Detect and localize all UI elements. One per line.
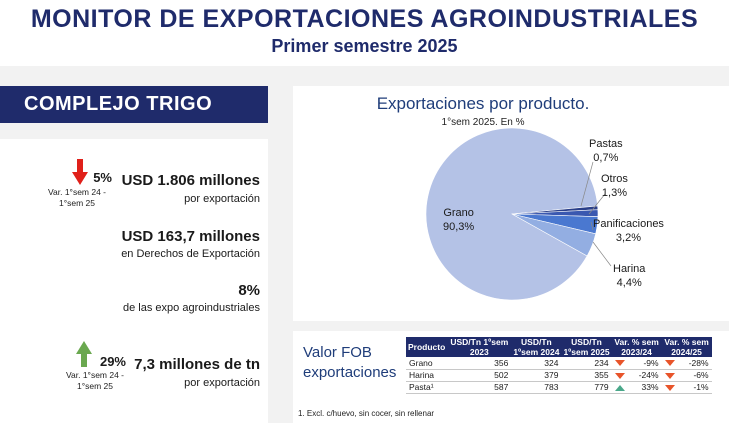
volume-change-label: Var. 1°sem 24 - 1°sem 25 — [65, 370, 125, 391]
header: MONITOR DE EXPORTACIONES AGROINDUSTRIALE… — [0, 0, 729, 66]
slice-label-pastas: Pastas 0,7% — [589, 138, 623, 164]
var-2425-cell: -28% — [661, 357, 712, 370]
triangle-down-icon — [664, 384, 675, 391]
export-value-change-label: Var. 1°sem 24 - 1°sem 25 — [47, 187, 107, 208]
fob-table: Producto USD/Tn 1ºsem 2023 USD/Tn 1ºsem 20… — [406, 337, 712, 394]
var-2425-cell: -6% — [661, 369, 712, 382]
col-header-var-2425: Var. % sem 2024/25 — [661, 337, 712, 357]
value-2024-cell: 324 — [511, 357, 562, 370]
triangle-down-icon — [614, 360, 625, 366]
var-value: -28% — [688, 357, 709, 368]
chart-title: Exportaciones por producto. — [376, 94, 590, 113]
slice-label-panificaciones: Panificaciones 3,2% — [593, 218, 664, 244]
value-2025-cell: 355 — [561, 369, 612, 382]
var-value: 33% — [641, 382, 659, 392]
volume-change: 29% — [99, 354, 126, 369]
table-header-row: Producto USD/Tn 1ºsem 2023 USD/Tn 1ºsem 20… — [406, 337, 712, 357]
share-value: 8% — [238, 282, 260, 299]
leader-line — [592, 241, 612, 267]
table-row: Grano 356 324 234 -9% -28% — [406, 357, 712, 370]
value-2023-cell: 356 — [447, 357, 512, 370]
value-2025-cell: 234 — [561, 357, 612, 370]
volume-caption: por exportación — [184, 377, 260, 389]
var-2324-cell: -24% — [611, 369, 662, 382]
var-value: -6% — [693, 370, 709, 380]
export-value-change: 5% — [93, 170, 112, 185]
duties-caption: en Derechos de Exportación — [121, 248, 260, 260]
arrow-down-icon — [72, 159, 88, 185]
chart-subtitle: 1°sem 2025. En % — [441, 117, 525, 128]
var-2324-cell: -9% — [611, 357, 662, 370]
slice-label-otros: Otros 1,3% — [601, 173, 628, 199]
pie-chart — [425, 127, 612, 301]
leader-line — [588, 193, 606, 215]
product-cell: Grano — [406, 357, 448, 370]
col-header-2023: USD/Tn 1ºsem 2023 — [447, 337, 512, 357]
page-title: MONITOR DE EXPORTACIONES AGROINDUSTRIALE… — [30, 5, 699, 33]
volume-value: 7,3 millones de tn — [134, 356, 260, 373]
table-row: Pasta¹ 587 783 779 33% -1% — [406, 381, 712, 394]
table-title: Valor FOB exportaciones — [303, 344, 397, 381]
col-header-var-2324: Var. % sem 2023/24 — [611, 337, 662, 357]
triangle-down-icon — [664, 372, 675, 379]
pie-slice-harina — [511, 213, 597, 257]
export-value-caption: por exportación — [184, 193, 260, 205]
leader-line — [590, 221, 594, 231]
share-caption: de las expo agroindustriales — [123, 302, 260, 314]
kpi-panel: 5% Var. 1°sem 24 - 1°sem 25 USD 1.806 mi… — [0, 139, 268, 423]
value-2024-cell: 379 — [511, 369, 562, 382]
col-header-2024: USD/Tn 1ºsem 2024 — [511, 337, 562, 357]
product-cell: Pasta¹ — [406, 381, 448, 394]
duties-value: USD 163,7 millones — [121, 228, 260, 245]
value-2025-cell: 779 — [561, 381, 612, 394]
leader-line — [580, 161, 594, 207]
col-header-product: Producto — [406, 337, 448, 357]
table-footnote: 1. Excl. c/huevo, sin cocer, sin rellena… — [298, 409, 435, 418]
triangle-up-icon — [614, 384, 625, 391]
var-value: -9% — [643, 357, 659, 368]
slice-label-grano: Grano 90,3% — [443, 207, 475, 233]
var-value: -1% — [693, 382, 709, 392]
triangle-down-icon — [664, 360, 675, 366]
fob-table-panel: Valor FOB exportaciones Producto USD/Tn … — [293, 331, 729, 423]
arrow-up-icon — [76, 341, 92, 367]
var-2425-cell: -1% — [661, 381, 712, 394]
value-2024-cell: 783 — [511, 381, 562, 394]
pie-slice-grano — [425, 127, 598, 301]
var-value: -24% — [638, 370, 659, 380]
var-2324-cell: 33% — [611, 381, 662, 394]
value-2023-cell: 587 — [447, 381, 512, 394]
slice-label-harina: Harina 4,4% — [613, 263, 646, 289]
export-value: USD 1.806 millones — [121, 172, 260, 189]
pie-chart-panel: Exportaciones por producto. 1°sem 2025. … — [293, 86, 729, 321]
product-cell: Harina — [406, 369, 448, 382]
col-header-2025: USD/Tn 1ºsem 2025 — [561, 337, 612, 357]
complex-banner: COMPLEJO TRIGO — [0, 86, 268, 123]
value-2023-cell: 502 — [447, 369, 512, 382]
page-subtitle: Primer semestre 2025 — [271, 36, 458, 56]
table-row: Harina 502 379 355 -24% -6% — [406, 369, 712, 382]
triangle-down-icon — [614, 372, 625, 379]
